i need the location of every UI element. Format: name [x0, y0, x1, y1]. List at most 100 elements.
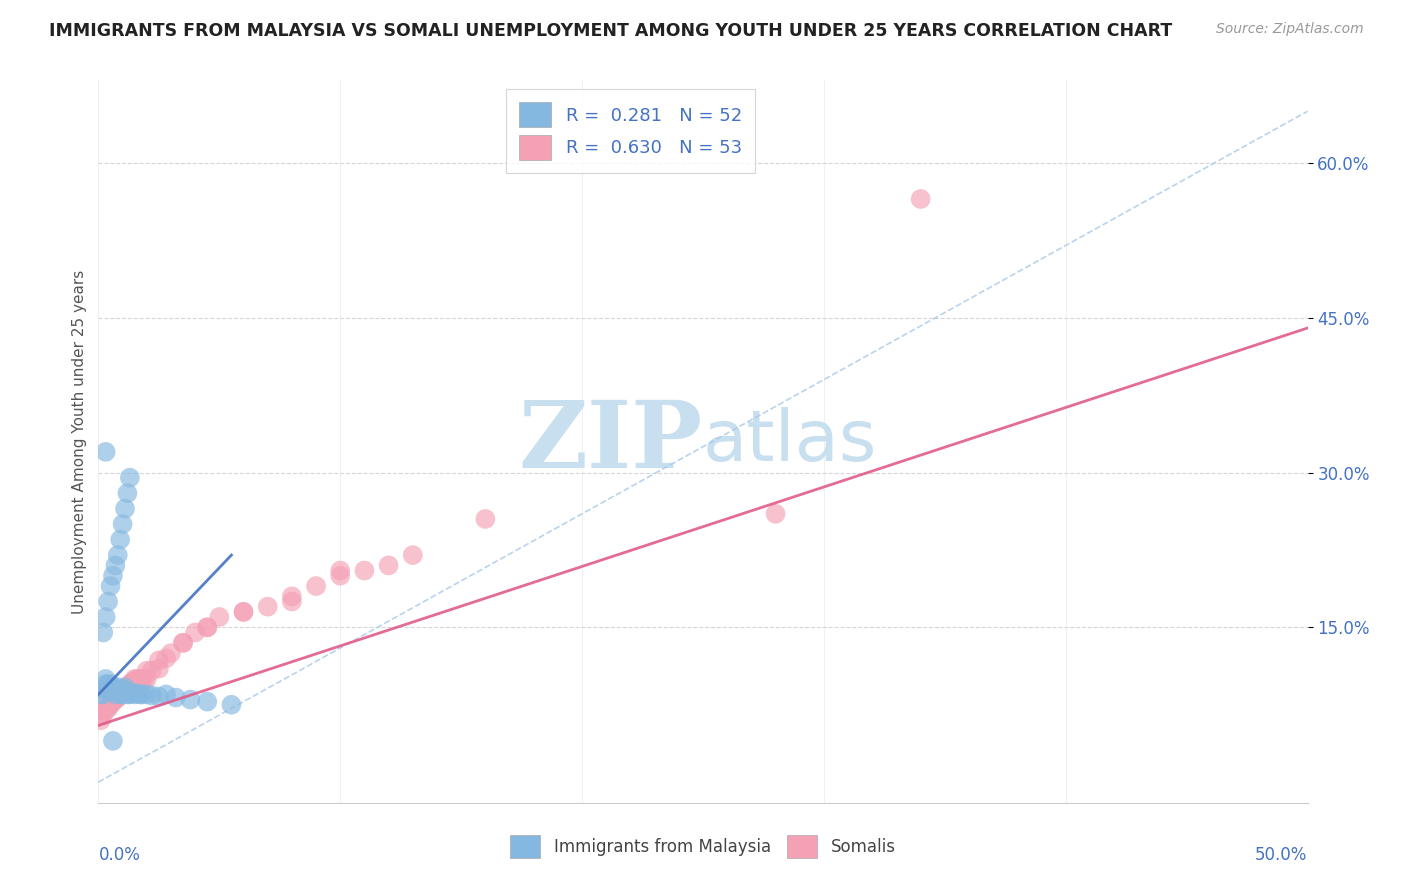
Point [101, 734, 124, 748]
Point [104, 558, 127, 573]
Point [101, 680, 124, 694]
Point [100, 677, 122, 691]
Point [172, 636, 194, 650]
Point [128, 687, 150, 701]
Point [94, 703, 117, 717]
Point [195, 620, 218, 634]
Point [329, 564, 352, 578]
Point [117, 680, 139, 694]
Point [94, 445, 117, 459]
Point [111, 517, 134, 532]
Point [107, 548, 129, 562]
Y-axis label: Unemployment Among Youth under 25 years: Unemployment Among Youth under 25 years [72, 269, 87, 614]
Point [97, 677, 120, 691]
Text: Source: ZipAtlas.com: Source: ZipAtlas.com [1216, 22, 1364, 37]
Point [108, 533, 131, 547]
Point [114, 680, 136, 694]
Point [107, 680, 129, 694]
Point [131, 687, 153, 701]
Point [127, 672, 149, 686]
Point [91, 687, 114, 701]
Point [111, 682, 134, 697]
Text: 0.0%: 0.0% [98, 847, 141, 864]
Point [124, 672, 146, 686]
Point [117, 486, 139, 500]
Point [114, 501, 136, 516]
Point [134, 672, 156, 686]
Point [118, 687, 141, 701]
Point [90, 713, 112, 727]
Point [377, 558, 399, 573]
Point [118, 471, 141, 485]
Text: 50.0%: 50.0% [1256, 847, 1308, 864]
Point [232, 605, 254, 619]
Point [148, 662, 170, 676]
Point [148, 690, 170, 704]
Point [195, 620, 218, 634]
Point [91, 708, 114, 723]
Point [104, 687, 127, 701]
Point [90, 687, 112, 701]
Point [91, 682, 114, 697]
Point [111, 684, 134, 698]
Point [127, 686, 149, 700]
Point [124, 673, 146, 688]
Point [97, 682, 120, 697]
Point [97, 701, 120, 715]
Point [117, 684, 139, 698]
Point [256, 599, 278, 614]
Point [165, 690, 187, 705]
Point [94, 677, 117, 691]
Point [111, 684, 134, 698]
Point [281, 590, 304, 604]
Point [305, 579, 328, 593]
Point [91, 705, 114, 719]
Point [148, 653, 170, 667]
Point [114, 682, 136, 697]
Point [108, 687, 131, 701]
Point [104, 692, 127, 706]
Point [474, 512, 496, 526]
Point [135, 687, 157, 701]
Point [172, 636, 194, 650]
Point [221, 698, 243, 712]
Point [910, 192, 932, 206]
Point [141, 689, 163, 703]
Point [91, 625, 114, 640]
Point [114, 684, 136, 698]
Text: ZIP: ZIP [519, 397, 703, 486]
Point [155, 651, 177, 665]
Point [101, 695, 124, 709]
Point [101, 568, 124, 582]
Text: IMMIGRANTS FROM MALAYSIA VS SOMALI UNEMPLOYMENT AMONG YOUTH UNDER 25 YEARS CORRE: IMMIGRANTS FROM MALAYSIA VS SOMALI UNEMP… [49, 22, 1173, 40]
Point [131, 672, 153, 686]
Point [160, 646, 183, 660]
Point [111, 687, 134, 701]
Point [121, 686, 143, 700]
Point [184, 625, 207, 640]
Point [94, 672, 117, 686]
Point [100, 682, 122, 697]
Point [232, 605, 254, 619]
Text: atlas: atlas [703, 407, 877, 476]
Point [329, 568, 352, 582]
Point [353, 564, 375, 578]
Point [195, 695, 218, 709]
Point [141, 664, 163, 678]
Point [107, 690, 129, 705]
Point [765, 507, 787, 521]
Point [124, 687, 146, 701]
Point [97, 701, 120, 715]
Point [94, 610, 117, 624]
Point [101, 684, 124, 698]
Point [402, 548, 425, 562]
Point [107, 684, 129, 698]
Point [101, 695, 124, 709]
Point [104, 682, 127, 697]
Point [118, 677, 141, 691]
Point [155, 687, 177, 701]
Point [108, 684, 131, 698]
Point [108, 687, 131, 701]
Legend: Immigrants from Malaysia, Somalis: Immigrants from Malaysia, Somalis [502, 827, 904, 867]
Point [208, 610, 231, 624]
